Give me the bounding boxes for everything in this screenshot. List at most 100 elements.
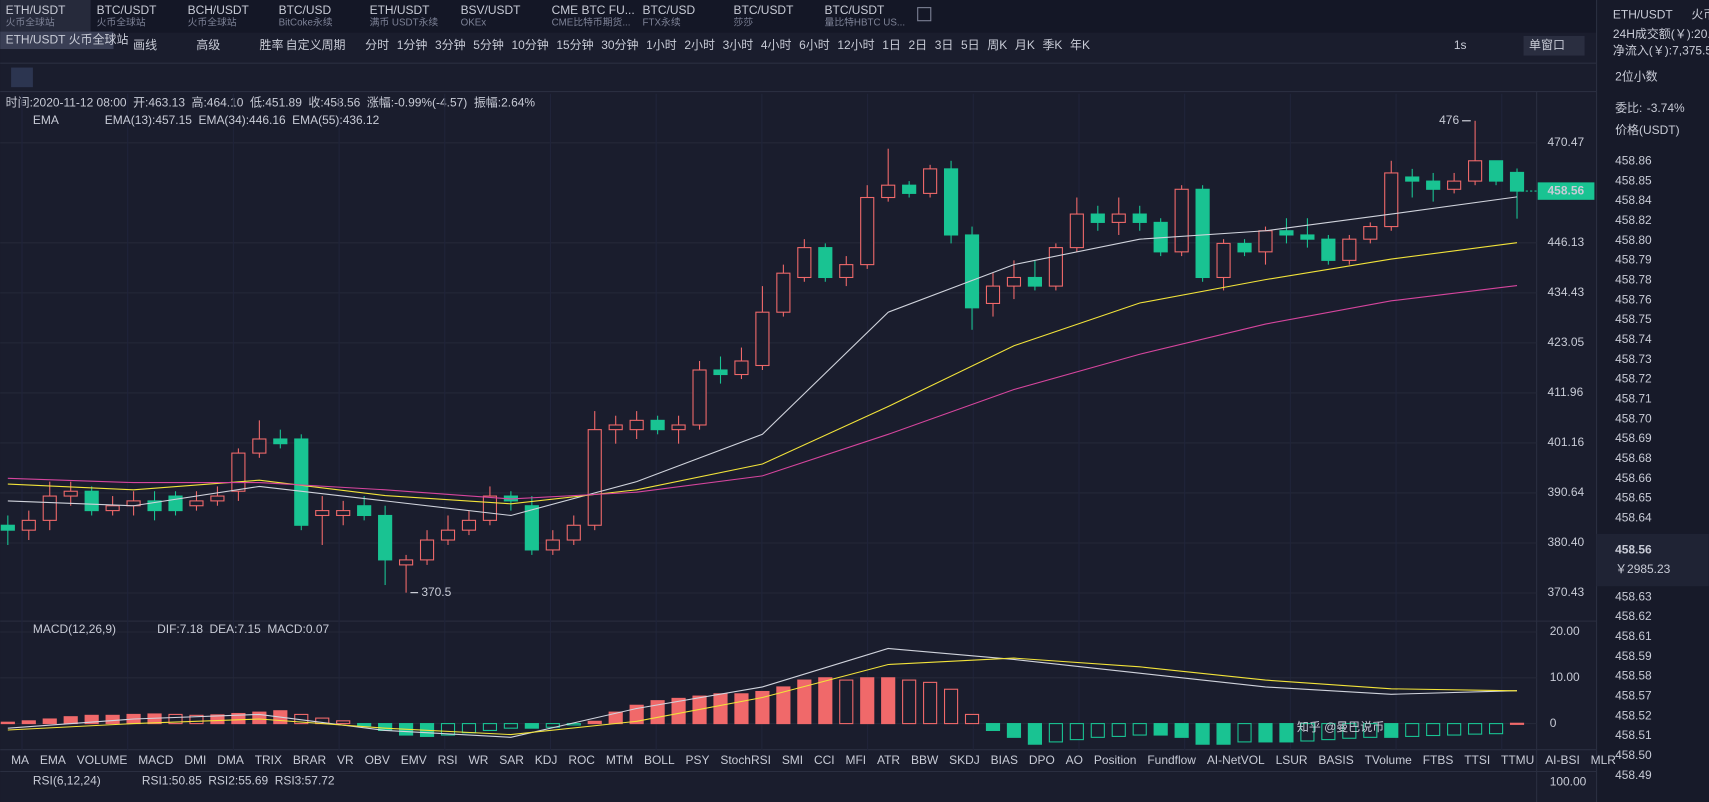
macd-bar: [860, 677, 875, 725]
indicator[interactable]: VR: [337, 753, 354, 767]
window: 单窗口: [1529, 38, 1565, 52]
macd-bar: [0, 721, 15, 725]
candle-body: [252, 438, 267, 454]
indicator[interactable]: ATR: [877, 753, 900, 767]
indicator[interactable]: TVolume: [1365, 753, 1413, 767]
indicator[interactable]: RSI: [438, 753, 458, 767]
candle-body: [210, 495, 225, 502]
tab-exchange: 满币 USDT永续: [370, 15, 439, 28]
book-price: 458.79: [1615, 253, 1652, 267]
indicator[interactable]: FTBS: [1423, 753, 1454, 767]
book-price: 458.51: [1615, 728, 1652, 742]
info-label: 振幅:: [474, 95, 501, 110]
indicator[interactable]: AI-BSI: [1545, 753, 1580, 767]
period: 6小时: [799, 38, 830, 52]
indicator[interactable]: PSY: [686, 753, 710, 767]
y-tick-label: 390.64: [1548, 485, 1585, 499]
indicator[interactable]: BASIS: [1318, 753, 1353, 767]
macd-bar: [252, 711, 267, 725]
candle-body: [797, 247, 812, 279]
indicator[interactable]: KDJ: [535, 753, 558, 767]
book-price: 458.63: [1615, 589, 1652, 603]
tab-name: CME BTC FU...: [552, 3, 635, 17]
candle-body: [923, 168, 938, 194]
indicator[interactable]: BIAS: [991, 753, 1018, 767]
indicator[interactable]: Fundflow: [1147, 753, 1196, 767]
active-tab[interactable]: [0, 0, 91, 33]
indicator[interactable]: MFI: [846, 753, 867, 767]
indicator-line: [7, 196, 1518, 517]
indicator[interactable]: Position: [1094, 753, 1137, 767]
indicator[interactable]: SMI: [782, 753, 803, 767]
rsi-name: RSI1:: [142, 773, 172, 787]
candle-body: [231, 452, 246, 492]
tab-exchange: CME比特币期货...: [552, 15, 631, 28]
macd-bar: [524, 723, 539, 729]
indicator[interactable]: MLR: [1591, 753, 1617, 767]
tab-exchange: 火币全球站: [97, 15, 146, 28]
indicator[interactable]: TRIX: [255, 753, 282, 767]
indicator[interactable]: SAR: [499, 753, 524, 767]
legend-value: 7.18: [180, 622, 204, 636]
indicator[interactable]: SKDJ: [949, 753, 980, 767]
candle-body: [1258, 230, 1273, 253]
y-tick-label: 411.96: [1548, 385, 1584, 399]
indicator[interactable]: BBW: [911, 753, 939, 767]
book-price: 458.80: [1615, 233, 1652, 247]
period: 1日: [882, 38, 901, 52]
indicator[interactable]: AI-NetVOL: [1207, 753, 1265, 767]
tab-exchange: FTX永续: [643, 15, 681, 28]
inflow: 7,375.53: [1672, 43, 1709, 57]
window-btn[interactable]: [1523, 35, 1585, 56]
book-price: 458.86: [1615, 153, 1652, 167]
indicator[interactable]: AO: [1066, 753, 1083, 767]
book-price: 458.68: [1615, 451, 1652, 465]
tab-name: BTC/USD: [279, 3, 332, 17]
y-tick-label: 20.00: [1550, 624, 1580, 638]
indicator[interactable]: BOLL: [644, 753, 675, 767]
indicator[interactable]: WR: [468, 753, 488, 767]
indicator[interactable]: MA: [11, 753, 29, 767]
indicator[interactable]: StochRSI: [720, 753, 771, 767]
macd-bar: [63, 716, 78, 725]
legend-value: 7.15: [237, 622, 261, 636]
candle-body: [21, 519, 36, 531]
indicator[interactable]: DMA: [217, 753, 244, 767]
y-tick-label: 401.16: [1548, 435, 1585, 449]
indicator[interactable]: DMI: [184, 753, 206, 767]
indicator[interactable]: DPO: [1029, 753, 1055, 767]
candle-body: [1509, 171, 1525, 192]
indicator[interactable]: TTMU: [1501, 753, 1534, 767]
y-tick-label: 10.00: [1550, 670, 1580, 684]
candle-body: [63, 490, 78, 497]
book-price: 458.52: [1615, 708, 1652, 722]
watermark: 知乎 @曼巴说币: [1297, 719, 1384, 734]
cursor-tool[interactable]: [11, 67, 33, 88]
indicator[interactable]: BRAR: [293, 753, 327, 767]
macd-bar: [797, 679, 812, 725]
macd-bar: [713, 693, 728, 725]
macd-bar: [1090, 723, 1105, 738]
indicator[interactable]: ROC: [568, 753, 595, 767]
macd-bar: [21, 720, 36, 725]
indicator[interactable]: CCI: [814, 753, 835, 767]
candle-body: [482, 495, 498, 521]
indicator[interactable]: OBV: [365, 753, 390, 767]
indicator[interactable]: LSUR: [1276, 753, 1308, 767]
indicator[interactable]: EMV: [401, 753, 427, 767]
add-tab[interactable]: [917, 7, 932, 22]
indicator[interactable]: TTSI: [1464, 753, 1490, 767]
candle-body: [1216, 242, 1231, 279]
high-label: 476: [1439, 113, 1459, 127]
macd-bar: [42, 718, 57, 725]
y-tick-label: 380.40: [1548, 535, 1585, 549]
indicator[interactable]: MACD: [138, 753, 174, 767]
indicator[interactable]: MTM: [606, 753, 633, 767]
indicator[interactable]: VOLUME: [77, 753, 128, 767]
book-last-cny: ￥2985.23: [1615, 562, 1671, 576]
legend-name: DIF:: [157, 622, 180, 636]
indicator[interactable]: EMA: [40, 753, 66, 767]
ratio-label: 委比:: [1615, 101, 1642, 115]
book-price: 458.73: [1615, 352, 1652, 366]
candle-body: [1237, 242, 1252, 253]
